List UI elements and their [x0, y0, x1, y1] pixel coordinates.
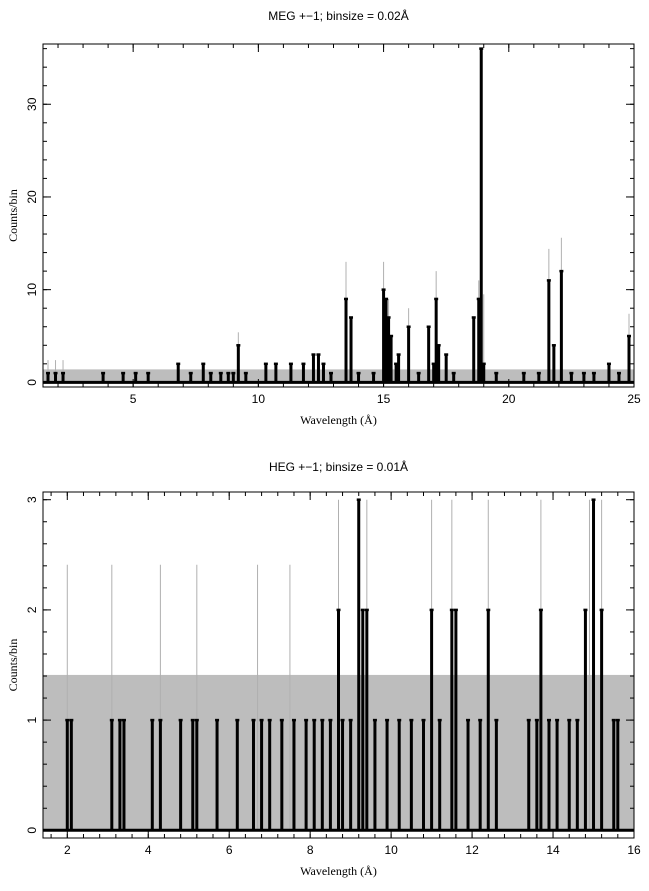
x-tick-label: 4	[145, 843, 152, 857]
y-tick-label: 0	[25, 379, 39, 386]
y-axis-label: Counts/bin	[6, 639, 20, 692]
x-tick-label: 6	[226, 843, 233, 857]
y-tick-label: 1	[25, 716, 39, 723]
y-tick-label: 30	[25, 97, 39, 111]
x-tick-label: 14	[546, 843, 560, 857]
plot-frame	[42, 43, 635, 388]
error-band	[43, 369, 634, 383]
y-tick-label: 3	[25, 496, 39, 503]
chart-title: MEG +−1; binsize = 0.02Å	[268, 8, 408, 23]
x-tick-label: 15	[377, 392, 391, 406]
chart-title: HEG +−1; binsize = 0.01Å	[269, 459, 408, 474]
x-axis-label: Wavelength (Å)	[300, 864, 377, 878]
y-tick-label: 20	[25, 190, 39, 204]
y-tick-label: 2	[25, 606, 39, 613]
x-tick-label: 5	[130, 392, 137, 406]
y-axis-label: Counts/bin	[6, 189, 20, 242]
y-tick-label: 0	[25, 827, 39, 834]
y-tick-label: 10	[25, 283, 39, 297]
x-tick-label: 16	[627, 843, 641, 857]
x-tick-label: 12	[465, 843, 479, 857]
x-tick-label: 2	[64, 843, 71, 857]
x-tick-label: 10	[252, 392, 266, 406]
x-axis-label: Wavelength (Å)	[300, 413, 377, 427]
x-tick-label: 8	[307, 843, 314, 857]
x-tick-label: 25	[627, 392, 641, 406]
plot-frame	[42, 491, 635, 839]
x-tick-label: 10	[384, 843, 398, 857]
x-tick-label: 20	[502, 392, 516, 406]
